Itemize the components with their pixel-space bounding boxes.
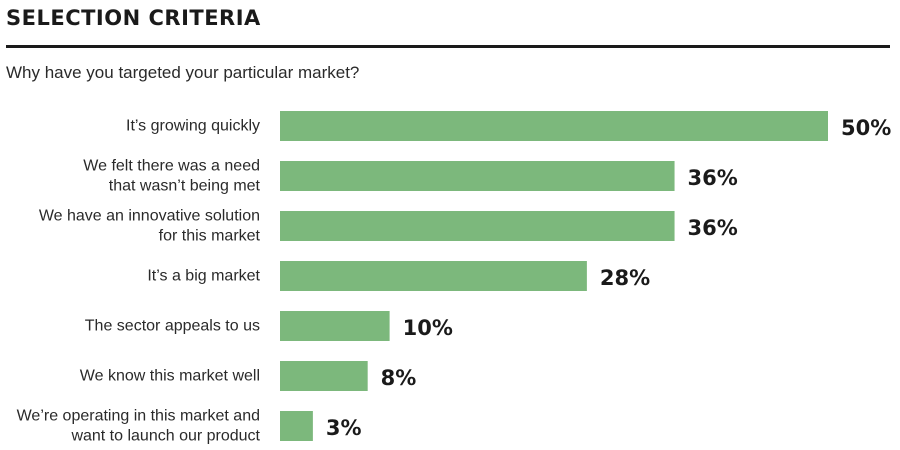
bar-6 — [280, 411, 313, 441]
category-label-2-0: We have an innovative solution — [39, 208, 260, 225]
category-label-3-0: It’s a big market — [147, 268, 260, 285]
value-label-0: 50% — [841, 116, 891, 140]
value-label-4: 10% — [403, 316, 453, 340]
category-label-6-0: We’re operating in this market and — [17, 408, 260, 425]
chart-title: SELECTION CRITERIA — [6, 6, 261, 30]
bar-4 — [280, 311, 390, 341]
bar-1 — [280, 161, 675, 191]
value-label-6: 3% — [326, 416, 362, 440]
chart-subtitle: Why have you targeted your particular ma… — [6, 63, 360, 82]
bar-0 — [280, 111, 828, 141]
value-label-5: 8% — [381, 366, 417, 390]
bar-2 — [280, 211, 675, 241]
value-label-2: 36% — [688, 216, 738, 240]
category-label-1-1: that wasn’t being met — [109, 178, 261, 195]
bar-3 — [280, 261, 587, 291]
value-label-3: 28% — [600, 266, 650, 290]
bar-5 — [280, 361, 368, 391]
value-label-1: 36% — [688, 166, 738, 190]
category-label-5-0: We know this market well — [80, 368, 260, 385]
category-label-2-1: for this market — [159, 228, 261, 245]
category-label-6-1: want to launch our product — [70, 428, 260, 445]
category-label-1-0: We felt there was a need — [83, 158, 260, 175]
title-divider — [6, 45, 890, 48]
category-label-4-0: The sector appeals to us — [85, 318, 260, 335]
category-label-0-0: It’s growing quickly — [126, 118, 260, 135]
